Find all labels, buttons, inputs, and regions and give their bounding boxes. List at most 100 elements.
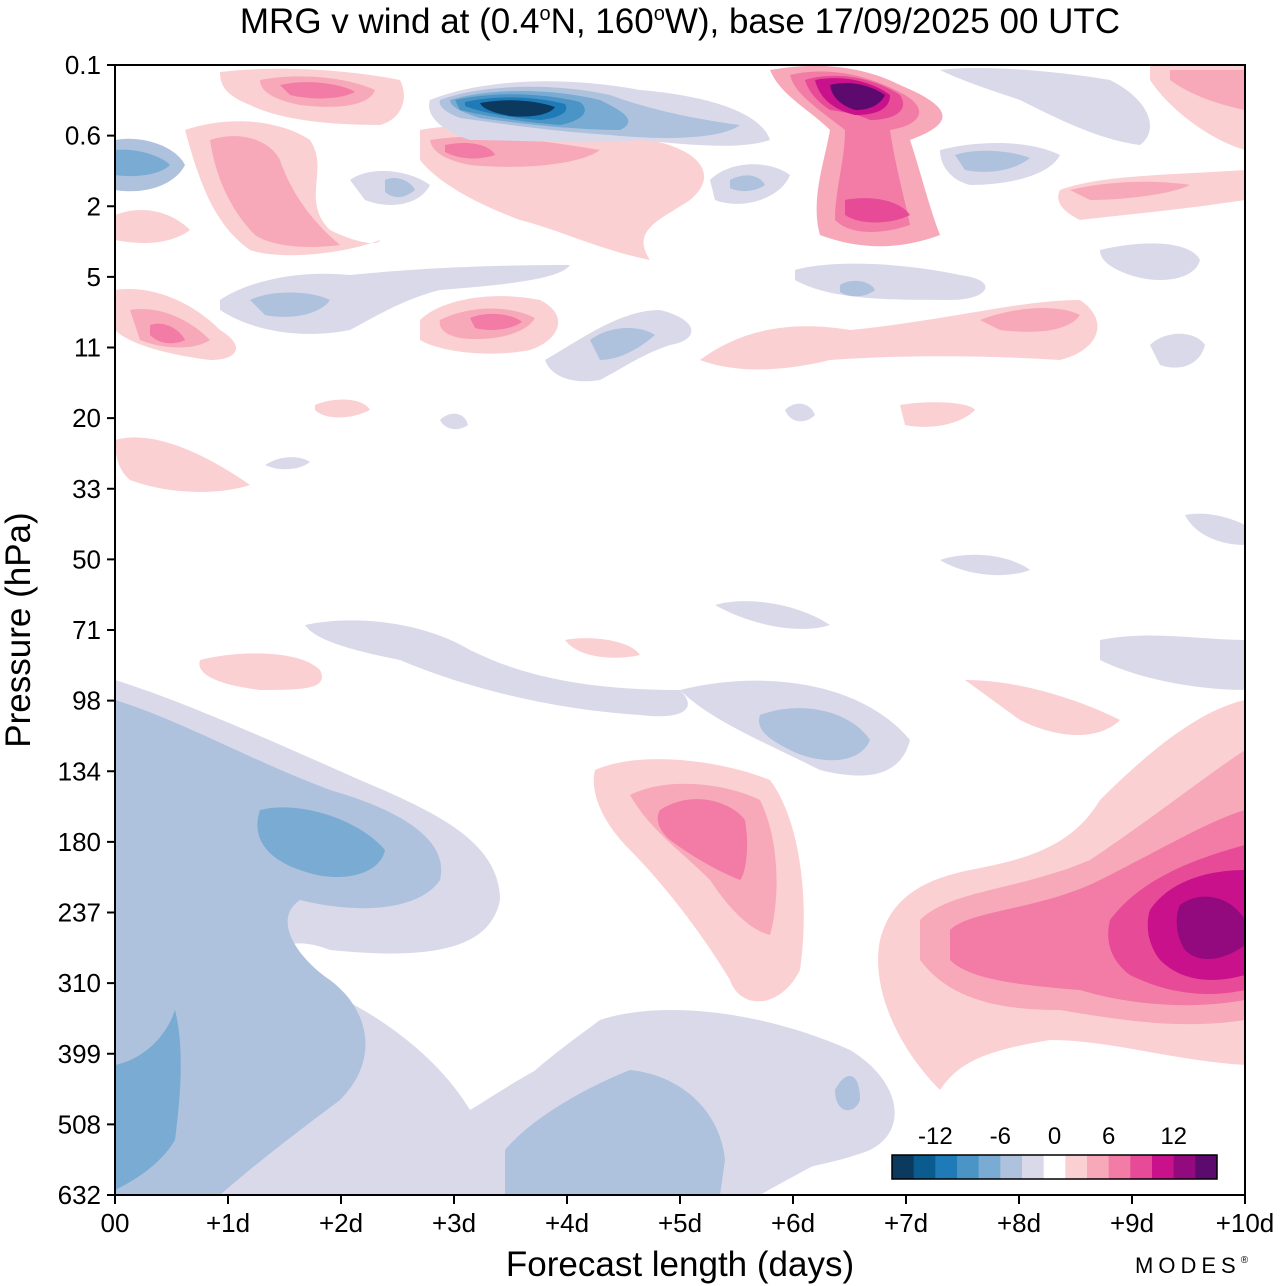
contour-neg-right-band bbox=[1100, 635, 1245, 690]
y-tick-label: 180 bbox=[58, 827, 101, 857]
colorbar-swatch bbox=[1195, 1155, 1218, 1179]
contour-neg-right-upper bbox=[1185, 513, 1245, 545]
contour-pos-upper-left-band bbox=[115, 210, 190, 243]
contour-neg-day6-blob bbox=[835, 1076, 860, 1111]
contour-pos-20hpa-right bbox=[900, 402, 975, 427]
y-tick-label: 0.1 bbox=[65, 50, 101, 80]
colorbar-swatch bbox=[978, 1155, 1001, 1179]
contour-pos-day9-core bbox=[1176, 896, 1245, 960]
contour-pos-top-b-inner bbox=[445, 143, 495, 159]
contour-pos-mid-upper-core bbox=[470, 313, 522, 330]
x-tick-label: +4d bbox=[545, 1208, 589, 1238]
contour-pos-upper-band-a-core bbox=[150, 323, 185, 344]
y-tick-label: 237 bbox=[58, 898, 101, 928]
contour-neg-1hpa-right-core bbox=[955, 150, 1030, 172]
colorbar-swatch bbox=[935, 1155, 958, 1179]
contour-neg-50hpa-right bbox=[940, 554, 1030, 576]
colorbar-label: 0 bbox=[1048, 1123, 1061, 1150]
y-tick-label: 98 bbox=[72, 686, 101, 716]
contour-neg-lower-left-mid bbox=[115, 700, 442, 1195]
contour-neg-6hpa-right-core bbox=[840, 280, 875, 297]
contour-pos-left-mid bbox=[199, 653, 322, 690]
x-tick-label: +2d bbox=[319, 1208, 363, 1238]
contour-pos-day5-inner bbox=[657, 799, 748, 880]
contour-pos-col-lower bbox=[845, 198, 910, 223]
contour-pos-far-right-band bbox=[965, 680, 1120, 735]
colorbar-label: 6 bbox=[1102, 1123, 1115, 1150]
contour-neg-11hpa-core bbox=[590, 328, 655, 360]
y-tick-label: 33 bbox=[72, 474, 101, 504]
colorbar-swatch bbox=[1108, 1155, 1131, 1179]
contour-pos-top-right-mid bbox=[1070, 181, 1190, 200]
contour-pos-center-small bbox=[565, 638, 640, 658]
contour-pos-20hpa-center bbox=[315, 399, 370, 418]
x-tick-label: +10d bbox=[1216, 1208, 1275, 1238]
x-tick-label: +3d bbox=[432, 1208, 476, 1238]
y-tick-label: 399 bbox=[58, 1039, 101, 1069]
colorbar: -12 -6 0 6 12 bbox=[891, 1123, 1218, 1180]
contour-neg-lower-left-inner-b bbox=[115, 1010, 181, 1190]
contour-neg-5hpa-far-right bbox=[1100, 243, 1200, 280]
colorbar-swatch bbox=[1065, 1155, 1088, 1179]
y-tick-label: 632 bbox=[58, 1180, 101, 1210]
contour-neg-71hpa-right bbox=[715, 601, 830, 629]
y-tick-label: 2 bbox=[87, 191, 101, 221]
y-tick-label: 71 bbox=[72, 615, 101, 645]
modes-logo: MODES® bbox=[1135, 1253, 1249, 1278]
y-tick-label: 11 bbox=[74, 333, 101, 363]
colorbar-swatch bbox=[913, 1155, 936, 1179]
contour-neg-11hpa-far-right bbox=[1150, 333, 1205, 368]
contour-field bbox=[115, 65, 1245, 1195]
y-tick-label: 50 bbox=[72, 544, 101, 574]
contour-neg-5hpa-band bbox=[220, 265, 570, 334]
colorbar-swatch bbox=[1022, 1155, 1045, 1179]
colorbar-swatch bbox=[1043, 1155, 1066, 1179]
contour-neg-lower-left-inner-a bbox=[257, 807, 385, 878]
contour-neg-middle-band bbox=[305, 620, 688, 717]
contour-pos-col-core bbox=[830, 83, 885, 110]
x-tick-label: +6d bbox=[771, 1208, 815, 1238]
colorbar-label: -12 bbox=[918, 1123, 953, 1150]
contour-neg-upper-right-band bbox=[940, 68, 1150, 145]
colorbar-swatch bbox=[957, 1155, 980, 1179]
y-tick-label: 508 bbox=[58, 1109, 101, 1139]
contour-neg-small-20hpa-r bbox=[785, 403, 815, 422]
x-tick-label: +8d bbox=[997, 1208, 1041, 1238]
colorbar-swatch bbox=[892, 1155, 915, 1179]
y-tick-label: 134 bbox=[58, 756, 101, 786]
y-tick-label: 20 bbox=[72, 403, 101, 433]
x-tick-label: +7d bbox=[884, 1208, 928, 1238]
colorbar-frame bbox=[891, 1154, 1218, 1180]
x-tick-label: 00 bbox=[101, 1208, 130, 1238]
contour-neg-5hpa-core bbox=[250, 292, 330, 317]
chart-title: MRG v wind at (0.4oN, 160oW), base 17/09… bbox=[240, 2, 1120, 41]
x-axis-label: Forecast length (days) bbox=[506, 1245, 854, 1284]
contour-pos-top-a-inner bbox=[280, 82, 355, 99]
contour-neg-2hpa-left-core bbox=[385, 178, 415, 198]
x-tick-label: +5d bbox=[658, 1208, 702, 1238]
colorbar-swatch bbox=[1087, 1155, 1110, 1179]
colorbar-swatch bbox=[1130, 1155, 1153, 1179]
colorbar-swatch bbox=[1152, 1155, 1175, 1179]
x-axis: 00 +1d +2d +3d +4d +5d +6d +7d +8d +9d +10d bbox=[101, 1195, 1275, 1238]
contour-neg-small-20hpa bbox=[440, 413, 468, 430]
contour-neg-mid-right-1-core bbox=[730, 175, 765, 192]
x-tick-label: +1d bbox=[206, 1208, 250, 1238]
colorbar-swatch bbox=[1173, 1155, 1196, 1179]
x-tick-label: +9d bbox=[1110, 1208, 1154, 1238]
y-tick-label: 310 bbox=[58, 968, 101, 998]
colorbar-swatch bbox=[1000, 1155, 1023, 1179]
contour-neg-day6-band-mid bbox=[759, 708, 870, 761]
contour-neg-bottom-middle-mid bbox=[505, 1070, 725, 1195]
contour-neg-top-band-core bbox=[480, 100, 555, 117]
y-axis: 0.1 0.6 2 5 11 20 33 50 71 98 134 180 237 310 399 508 63… bbox=[58, 50, 115, 1210]
contour-pos-top-far-right-mid bbox=[1170, 70, 1245, 110]
contour-neg-small-33hpa bbox=[265, 457, 310, 470]
y-axis-label: Pressure (hPa) bbox=[0, 512, 38, 747]
y-tick-label: 0.6 bbox=[65, 121, 101, 151]
colorbar-label: 12 bbox=[1160, 1123, 1187, 1150]
y-tick-label: 5 bbox=[87, 262, 101, 292]
contour-pos-upper-b-mid bbox=[210, 136, 340, 247]
colorbar-label: -6 bbox=[990, 1123, 1011, 1150]
